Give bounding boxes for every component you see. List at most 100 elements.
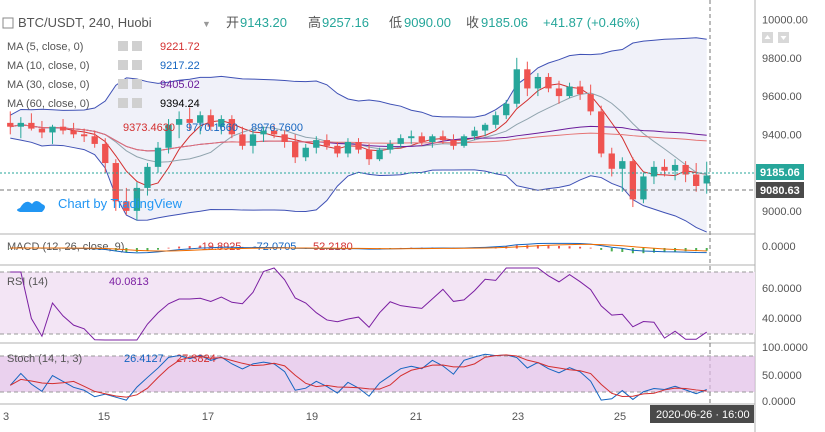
stoch-band [0,356,755,392]
macd-histogram-bar [157,248,160,250]
close-icon[interactable] [132,60,142,70]
candle [376,147,383,162]
candle [450,134,457,150]
macd-histogram-bar [600,248,603,250]
macd-histogram-bar [663,248,666,253]
candle [555,80,563,104]
rsi-label: RSI (14) [7,276,48,288]
high-label: 高 [308,15,321,30]
time-axis-label: 3 [3,411,9,423]
candle [534,73,542,97]
candle [703,161,710,194]
macd-histogram-bar [652,248,655,253]
candle [165,119,172,154]
chart-header: BTC/USDT, 240, Huobi ▼ 开 9143.20 高 9257.… [2,15,640,30]
candle [49,124,56,144]
macd-histogram-bar [209,245,212,249]
close-icon[interactable] [132,98,142,108]
bb-basis-value: 9373.4630 [123,122,175,134]
macd-histogram-bar [621,248,624,252]
candle [102,138,109,173]
candle [355,138,362,154]
stoch-axis-50: 50.0000 [762,370,802,382]
chevron-down-icon[interactable]: ▼ [202,19,211,29]
down-arrow-icon[interactable] [778,32,789,43]
stoch-k-value: 26.4127 [124,353,164,365]
rsi-band [0,272,755,334]
candle [154,142,162,173]
indicator-row[interactable]: MA (30, close, 0) 9405.02 [7,79,200,91]
candle [38,120,46,139]
settings-icon[interactable] [118,41,128,51]
candle [334,142,341,158]
candle [661,159,668,177]
indicator-row[interactable]: MA (60, close, 0) 9394.24 [7,98,200,110]
close-value: 9185.06 [481,15,528,30]
candle [693,163,700,192]
crosshair-price-value: 9080.63 [760,185,800,197]
stoch-d-line [10,354,707,398]
candle [28,113,35,131]
time-axis-label: 19 [306,411,318,423]
indicator-label: MA (5, close, 0) [7,41,83,53]
macd-label: MACD (12, 26, close, 9) [7,241,124,253]
tradingview-watermark[interactable]: Chart by TradingView [17,196,183,212]
macd-pane: MACD (12, 26, close, 9) -19.8925 -72.070… [7,241,796,254]
bb-lower-value: 8976.7600 [251,122,303,134]
rsi-axis-60: 60.0000 [762,283,802,295]
indicator-label: MA (10, close, 0) [7,60,90,72]
macd-histogram-bar [178,246,181,249]
settings-icon[interactable] [118,98,128,108]
candle [503,99,510,120]
time-axis-label: 25 [614,411,626,423]
candle [197,111,204,135]
candle [619,157,626,192]
candle [682,161,689,183]
candle [386,140,394,154]
candle [17,117,24,139]
collapse-icon[interactable] [2,17,14,29]
candle [313,136,320,154]
settings-icon[interactable] [118,60,128,70]
candle [218,115,225,135]
candle [59,119,67,135]
bollinger-bands [10,37,707,233]
close-icon[interactable] [132,41,142,51]
candle [249,130,257,154]
candlestick-series [7,57,710,221]
candle [123,187,130,215]
candle [545,73,552,93]
price-axis-label: 9800.00 [762,53,802,65]
crosshair-time-label: 2020-06-26 · 16:00 [656,409,750,421]
macd-histogram-bar [610,248,613,252]
stoch-pane: Stoch (14, 1, 3) 26.4127 27.3824 100.000… [7,342,808,408]
current-price-value: 9185.06 [760,167,800,179]
crosshair-price-tag [756,182,804,198]
candle [344,138,352,158]
cloud-logo-icon [17,201,45,212]
candle [7,111,14,135]
settings-icon[interactable] [118,79,128,89]
bb-fill [10,37,707,233]
close-icon[interactable] [132,79,142,89]
change-value: +41.87 (+0.46%) [543,15,640,30]
indicator-row[interactable]: MA (5, close, 0) 9221.72 [7,41,200,53]
candle [640,172,647,204]
candle [598,105,605,158]
price-axis-label: 9400.00 [762,129,802,141]
time-axis: 3 15 17 19 21 23 25 [3,411,626,423]
stoch-axis-0: 0.0000 [762,396,796,408]
candle [576,80,584,100]
candle [175,111,183,139]
candle [397,134,404,148]
indicator-row[interactable]: MA (10, close, 0) 9217.22 [7,60,200,72]
up-arrow-icon[interactable] [762,32,773,43]
time-axis-label: 21 [410,411,422,423]
macd-histogram-bar [9,248,12,249]
candle [408,130,415,144]
macd-axis-label: 0.0000 [762,241,796,253]
candle [228,115,236,139]
candle [608,147,615,177]
rsi-pane: RSI (14) 40.0813 60.0000 40.0000 [7,267,802,341]
